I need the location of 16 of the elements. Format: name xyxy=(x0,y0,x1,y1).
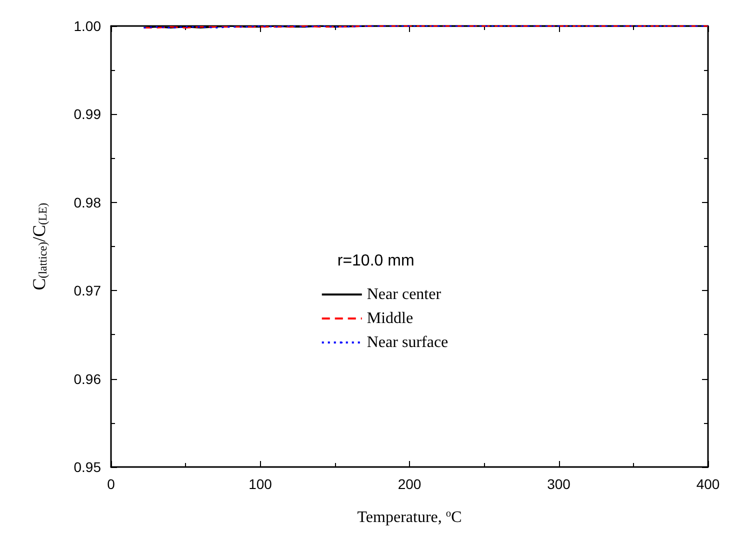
x-tick-label: 300 xyxy=(547,476,571,492)
x-tick-label: 0 xyxy=(107,476,116,492)
legend-label: Near center xyxy=(366,286,442,304)
x-tick-label: 200 xyxy=(398,476,422,492)
legend-label: Middle xyxy=(366,310,414,328)
legend-label: Near surface xyxy=(366,334,448,352)
y-tick-label: 0.96 xyxy=(74,370,102,387)
x-tick-label: 400 xyxy=(696,476,720,492)
x-tick-label: 100 xyxy=(248,476,272,492)
y-tick-label: 0.98 xyxy=(74,194,102,210)
y-axis-title: C(lattice)/C(LE) xyxy=(28,202,50,290)
y-tick-label: 0.97 xyxy=(74,282,102,299)
y-tick-label: 0.95 xyxy=(74,459,102,475)
annotation: r=10.0 mm xyxy=(337,252,414,270)
y-tick-label: 0.99 xyxy=(74,106,102,122)
y-tick-label: 1.00 xyxy=(74,18,102,34)
